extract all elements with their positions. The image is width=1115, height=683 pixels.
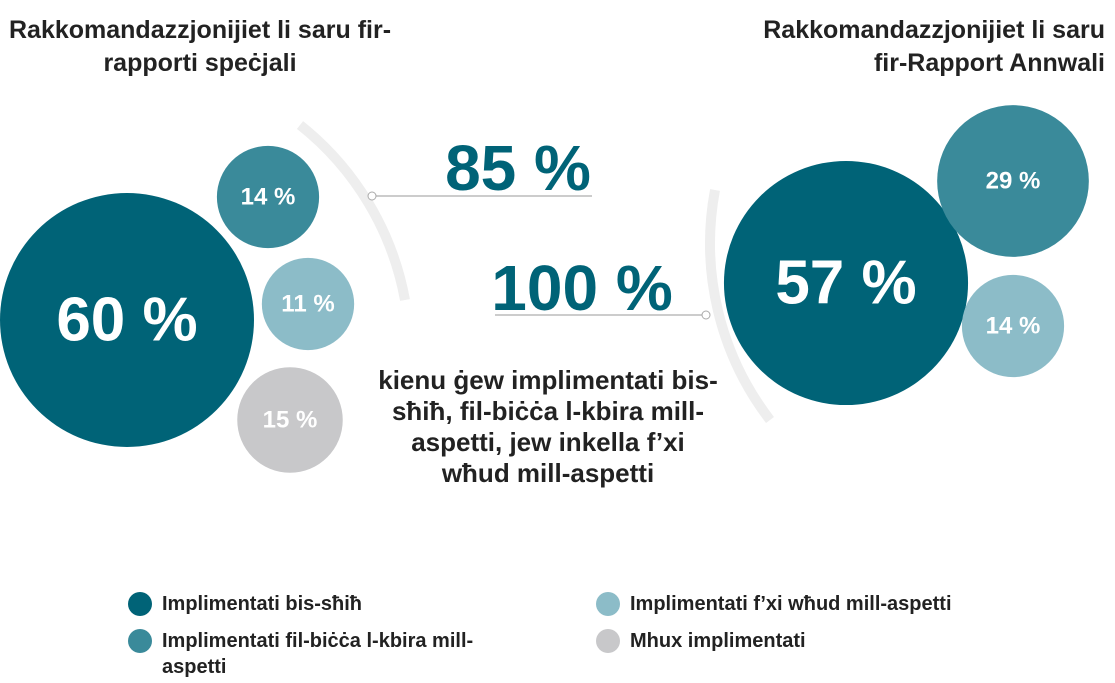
note: kienu ġew implimentati bis-sħiħ, fil-biċ… (378, 365, 718, 488)
value-label: 57 % (775, 249, 916, 318)
arc (296, 121, 410, 301)
legend-swatch (128, 592, 152, 616)
chart-title: Rakkomandazzjonijiet li saru fir-Rapport… (763, 16, 1105, 77)
annotation: 100 % (491, 252, 672, 324)
bubble (237, 367, 343, 473)
value-label: 60 % (56, 286, 197, 355)
value-label: 15 % (263, 407, 318, 434)
legend-label: Implimentati fil-biċċa l-kbira mill-aspe… (162, 630, 474, 678)
value-label: 29 % (986, 168, 1041, 195)
bubble (961, 274, 1065, 378)
legend-swatch (596, 592, 620, 616)
connector-dot (701, 310, 711, 320)
connector-dot (367, 191, 377, 201)
bubble (937, 105, 1089, 257)
value-label: 14 % (986, 313, 1041, 340)
legend-label: Implimentati f’xi wħud mill-aspetti (630, 593, 952, 615)
legend-label: Mhux implimentati (630, 630, 806, 652)
bubble (0, 193, 254, 447)
legend-label: Implimentati bis-sħiħ (162, 593, 363, 615)
annotation: 85 % (445, 132, 591, 204)
legend-swatch (596, 629, 620, 653)
legend-swatch (128, 629, 152, 653)
bubble (216, 145, 320, 249)
chart-title: Rakkomandazzjonijiet li saru fir-rapport… (8, 16, 392, 77)
bubble (261, 257, 355, 351)
value-label: 14 % (241, 184, 296, 211)
value-label: 11 % (281, 291, 334, 318)
arc (705, 189, 774, 424)
bubble (723, 160, 969, 406)
